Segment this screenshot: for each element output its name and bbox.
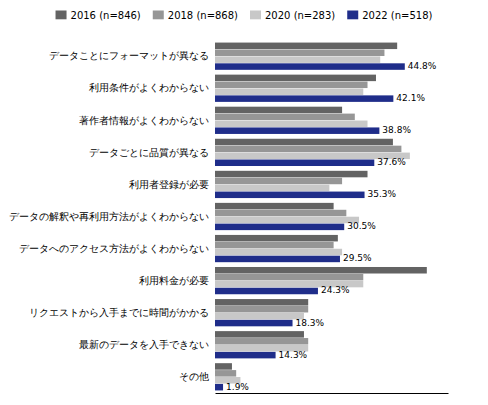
value-axis [216,393,449,394]
tick: その他 [179,371,209,382]
bar [215,178,342,185]
data-label: 37.6% [377,157,406,167]
series-bars [215,63,405,390]
bar [215,203,334,210]
tick-label: 利用条件がよくわからない [89,82,209,93]
bar [215,192,365,199]
data-label: 42.1% [396,93,425,103]
bar [215,331,304,338]
category-axis: データことにフォーマットが異なる利用条件がよくわからない著作者情報がよくわからな… [9,50,209,382]
legend-item: 2018 (n=868) [153,10,238,21]
bar [215,121,368,128]
tick: 利用条件がよくわからない [89,82,209,93]
tick-label: データごとに品質が異なる [89,147,209,158]
legend-item: 2016 (n=846) [56,10,141,21]
bar [215,363,232,370]
bar [215,288,318,295]
bar [215,63,405,70]
tick-label: 最新のデータを入手できない [79,339,209,350]
bar [215,274,363,281]
bar [215,338,308,345]
bar [215,313,304,320]
bar [215,160,374,167]
tick-label: データへのアクセス方法がよくわからない [19,243,209,254]
bar [215,127,379,134]
data-label: 14.3% [279,350,308,360]
bar [215,82,368,89]
tick-label: 著作者情報がよくわからない [79,115,209,126]
bar [215,299,308,306]
tick: 最新のデータを入手できない [79,339,209,350]
tick-label: その他 [179,371,209,382]
data-label: 18.3% [296,318,325,328]
bar [215,320,293,327]
tick: 利用者登録が必要 [129,179,209,190]
tick: データごとに品質が異なる [89,147,209,158]
tick: リクエストから入手までに時間がかかる [29,307,209,318]
bar [215,217,359,224]
legend-item: 2022 (n=518) [347,10,432,21]
series-bars [215,43,427,370]
legend-label: 2020 (n=283) [265,10,335,21]
bar [215,185,329,192]
bar [215,107,342,114]
bar [215,242,334,249]
tick: データの解釈や再利用方法がよくわからない [9,211,209,222]
tick-label: リクエストから入手までに時間がかかる [29,307,209,318]
legend-swatch [347,11,358,20]
legend-label: 2022 (n=518) [362,10,432,21]
bar [215,114,355,121]
tick: 著作者情報がよくわからない [79,115,209,126]
series-bars [215,56,410,383]
legend-swatch [153,11,164,20]
legend-label: 2016 (n=846) [71,10,141,21]
data-label: 1.9% [226,382,249,392]
bar [215,267,427,274]
bar [215,75,376,82]
data-label: 29.5% [343,253,372,263]
axis-line [216,393,449,394]
bar [215,43,397,50]
tick-label: データことにフォーマットが異なる [49,50,209,61]
legend-swatch [56,11,67,20]
bar [215,352,276,359]
bar [215,235,338,242]
tick-label: データの解釈や再利用方法がよくわからない [9,211,209,222]
tick: 利用料金が必要 [139,275,209,286]
tick: データことにフォーマットが異なる [49,50,209,61]
legend-swatch [250,11,261,20]
legend-item: 2020 (n=283) [250,10,335,21]
series-bars [215,49,401,376]
data-label: 30.5% [347,221,376,231]
tick-label: 利用料金が必要 [139,275,209,286]
tick-label: 利用者登録が必要 [129,179,209,190]
legend-label: 2018 (n=868) [168,10,238,21]
tick: データへのアクセス方法がよくわからない [19,243,209,254]
bar [215,49,384,56]
bar [215,171,368,178]
plot: 44.8% 42.1% 38.8% 37.6% 35.3% 30.5% 29.5% 24.3%… [9,43,449,394]
data-label: 44.8% [408,61,437,71]
bar [215,370,236,377]
bar [215,146,401,153]
bar [215,306,308,313]
data-label: 35.3% [368,189,397,199]
bar [215,210,346,217]
bar [215,56,380,63]
bar [215,224,344,231]
data-label: 38.8% [382,125,411,135]
data-labels: 44.8% 42.1% 38.8% 37.6% 35.3% 30.5% 29.5% 24.3%… [226,61,437,392]
bar [215,88,363,95]
bar [215,384,223,391]
bar [215,249,342,256]
data-label: 24.3% [321,285,350,295]
bar [215,256,340,263]
legend: 2016 (n=846) 2018 (n=868) 2020 (n=283) 2022… [56,10,433,21]
bar [215,139,393,146]
bar [215,95,393,102]
bars [215,43,427,391]
chart: 44.8% 42.1% 38.8% 37.6% 35.3% 30.5% 29.5% 24.3%… [0,0,488,405]
